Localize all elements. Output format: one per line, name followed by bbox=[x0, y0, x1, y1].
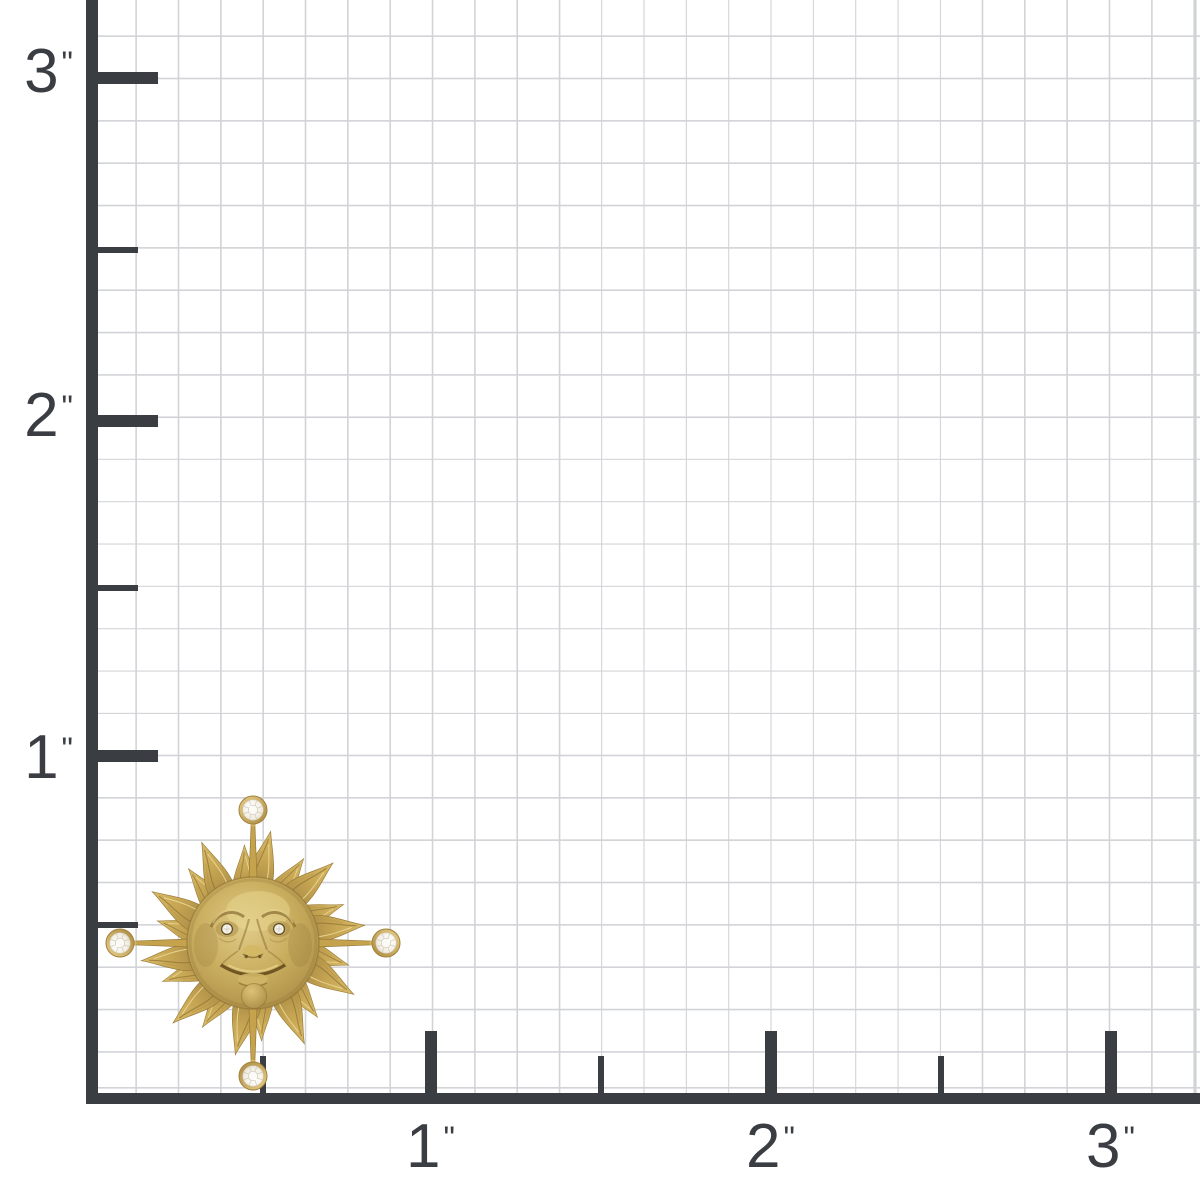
y-tick-2in bbox=[98, 415, 158, 427]
y-tick-1-5in bbox=[98, 585, 138, 591]
inch-mark: " bbox=[61, 45, 74, 82]
inch-mark: " bbox=[1123, 1120, 1136, 1157]
y-axis-label-2in: 2" bbox=[24, 381, 74, 450]
x-tick-1-5in bbox=[598, 1056, 604, 1093]
y-axis-label-1in: 1" bbox=[24, 723, 74, 792]
x-axis-label-2in: 2" bbox=[746, 1112, 796, 1181]
y-axis-label-3in: 3" bbox=[24, 37, 74, 106]
x-tick-1in bbox=[425, 1031, 437, 1093]
x-tick-3in bbox=[1105, 1031, 1117, 1093]
y-axis-line bbox=[86, 0, 98, 1104]
y-tick-0-5in bbox=[98, 922, 138, 928]
x-axis-label-1in: 1" bbox=[406, 1112, 456, 1181]
x-tick-2-5in bbox=[938, 1056, 944, 1093]
sunface-pendant-image bbox=[103, 793, 407, 1097]
y-tick-3in bbox=[98, 72, 158, 84]
inch-mark: " bbox=[61, 731, 74, 768]
sun-face bbox=[186, 876, 320, 1010]
y-tick-2-5in bbox=[98, 247, 138, 253]
y-tick-1in bbox=[98, 750, 158, 762]
x-axis-line bbox=[86, 1093, 1200, 1104]
diamond-eye-right bbox=[273, 922, 285, 936]
inch-mark: " bbox=[783, 1120, 796, 1157]
diamond-eye-left bbox=[221, 922, 233, 936]
x-tick-2in bbox=[765, 1031, 777, 1093]
inch-mark: " bbox=[61, 389, 74, 426]
x-axis-label-3in: 3" bbox=[1086, 1112, 1136, 1181]
inch-mark: " bbox=[443, 1120, 456, 1157]
